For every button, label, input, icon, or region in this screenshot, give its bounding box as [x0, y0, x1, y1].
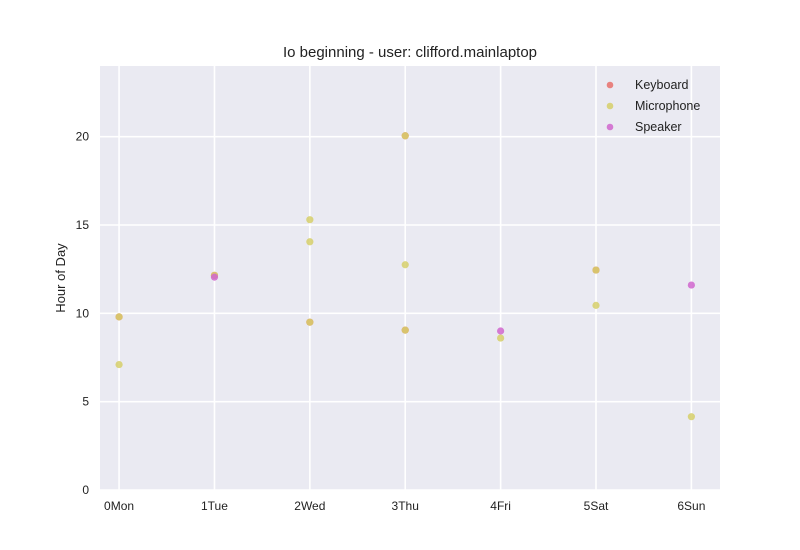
legend-marker-speaker: [606, 123, 614, 131]
x-tick-label: 3Thu: [392, 499, 419, 513]
legend-marker-keyboard: [606, 81, 614, 89]
legend: Keyboard Microphone Speaker: [606, 78, 700, 134]
x-tick-label: 0Mon: [104, 499, 134, 513]
microphone-point: [306, 318, 314, 326]
x-tick-label: 1Tue: [201, 499, 228, 513]
microphone-point: [306, 216, 314, 224]
legend-label-microphone: Microphone: [635, 99, 700, 113]
y-tick-label: 20: [76, 130, 90, 144]
microphone-point: [497, 334, 505, 342]
y-axis-label: Hour of Day: [53, 243, 68, 313]
x-tick-label: 6Sun: [677, 499, 705, 513]
microphone-point: [687, 413, 695, 421]
x-tick-label: 4Fri: [490, 499, 511, 513]
speaker-point: [210, 273, 219, 281]
microphone-point: [401, 132, 409, 140]
grid-lines: [100, 66, 720, 491]
microphone-point: [306, 238, 314, 246]
legend-marker-microphone: [606, 102, 614, 110]
legend-label-speaker: Speaker: [635, 120, 682, 134]
chart-title: Io beginning - user: clifford.mainlaptop: [283, 44, 537, 61]
microphone-point: [592, 301, 600, 309]
x-tick-label: 2Wed: [294, 499, 325, 513]
plot-area: [100, 66, 720, 490]
tick-labels: 0Mon 1Tue 2Wed 3Thu 4Fri 5Sat 6Sun 0 5 10 15 20: [76, 130, 706, 513]
data-points: [115, 132, 695, 421]
y-tick-label: 0: [82, 483, 89, 497]
microphone-point: [115, 360, 123, 369]
speaker-point: [687, 281, 695, 289]
x-tick-label: 5Sat: [584, 499, 609, 513]
microphone-point: [592, 266, 600, 274]
y-tick-label: 10: [76, 306, 90, 320]
speaker-point: [497, 327, 505, 335]
y-tick-label: 5: [82, 395, 89, 409]
microphone-point: [115, 313, 123, 321]
microphone-point: [401, 326, 409, 334]
legend-label-keyboard: Keyboard: [635, 78, 689, 92]
microphone-point: [401, 261, 409, 269]
y-tick-label: 15: [76, 218, 90, 232]
